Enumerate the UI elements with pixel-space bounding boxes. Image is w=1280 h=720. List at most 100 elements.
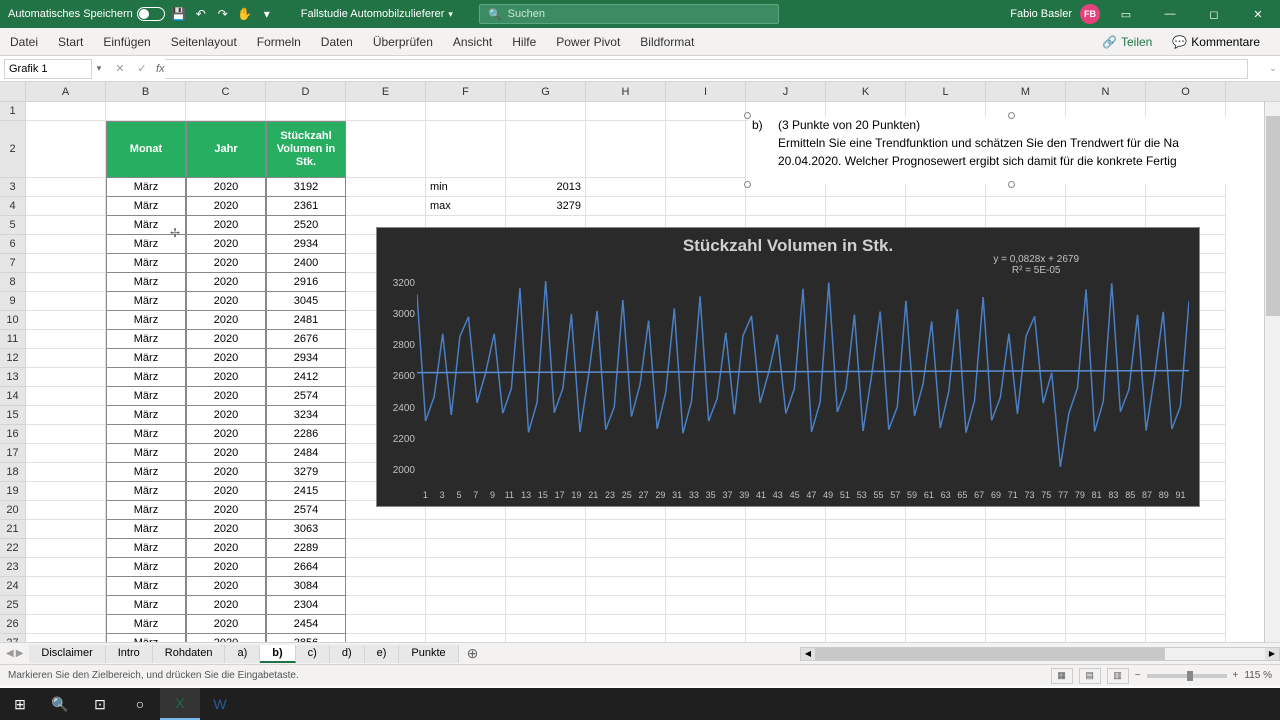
ribbon-tab-ansicht[interactable]: Ansicht (443, 28, 502, 55)
column-header[interactable]: C (186, 82, 266, 101)
cell[interactable]: Stückzahl Volumen in Stk. (266, 121, 346, 178)
cell[interactable]: 3045 (266, 292, 346, 311)
cell[interactable] (666, 197, 746, 216)
view-layout-icon[interactable]: ▤ (1079, 668, 1101, 684)
selection-handle[interactable] (1008, 112, 1015, 119)
cell[interactable] (1066, 197, 1146, 216)
column-header[interactable]: F (426, 82, 506, 101)
cell[interactable]: 2020 (186, 273, 266, 292)
zoom-in-button[interactable]: + (1233, 670, 1239, 681)
cell[interactable] (1146, 634, 1226, 642)
cell[interactable] (826, 558, 906, 577)
cell[interactable] (586, 197, 666, 216)
row-header[interactable]: 14 (0, 387, 26, 406)
minimize-button[interactable]: — (1152, 0, 1188, 28)
cell[interactable] (906, 558, 986, 577)
cell[interactable] (586, 577, 666, 596)
sheet-tab[interactable]: d) (330, 645, 365, 663)
cell[interactable]: 3192 (266, 178, 346, 197)
cell[interactable] (346, 197, 426, 216)
cell[interactable] (506, 577, 586, 596)
ribbon-mode-icon[interactable]: ▭ (1108, 0, 1144, 28)
cell[interactable] (1066, 634, 1146, 642)
search-input[interactable] (508, 8, 770, 20)
row-header[interactable]: 11 (0, 330, 26, 349)
start-button[interactable]: ⊞ (0, 688, 40, 720)
sheet-tab[interactable]: Punkte (399, 645, 458, 663)
row-header[interactable]: 24 (0, 577, 26, 596)
cell[interactable] (586, 178, 666, 197)
maximize-button[interactable]: ◻ (1196, 0, 1232, 28)
cell[interactable]: 2020 (186, 615, 266, 634)
cell[interactable] (666, 102, 746, 121)
cell[interactable] (906, 539, 986, 558)
cell[interactable] (26, 501, 106, 520)
cell[interactable] (586, 596, 666, 615)
cell[interactable]: 2520 (266, 216, 346, 235)
cell[interactable]: März (106, 634, 186, 642)
cell[interactable]: März (106, 387, 186, 406)
cell[interactable]: März (106, 615, 186, 634)
taskview-icon[interactable]: ⊡ (80, 688, 120, 720)
cell[interactable]: 2020 (186, 634, 266, 642)
row-header[interactable]: 20 (0, 501, 26, 520)
cell[interactable] (26, 235, 106, 254)
row-header[interactable]: 8 (0, 273, 26, 292)
view-pagebreak-icon[interactable]: ▥ (1107, 668, 1129, 684)
row-header[interactable]: 19 (0, 482, 26, 501)
cell[interactable] (26, 254, 106, 273)
cell[interactable] (346, 558, 426, 577)
cell[interactable] (26, 121, 106, 178)
cell[interactable] (826, 197, 906, 216)
cell[interactable] (346, 121, 426, 178)
cell[interactable]: März (106, 406, 186, 425)
cell[interactable]: 2020 (186, 501, 266, 520)
cell[interactable]: 2020 (186, 577, 266, 596)
cell[interactable]: 2020 (186, 406, 266, 425)
cell[interactable] (586, 634, 666, 642)
comments-button[interactable]: 💬 Kommentare (1164, 33, 1268, 51)
cell[interactable] (986, 596, 1066, 615)
cell[interactable] (986, 197, 1066, 216)
cell[interactable] (1066, 596, 1146, 615)
cell[interactable]: 3279 (266, 463, 346, 482)
cell[interactable] (666, 615, 746, 634)
cell[interactable] (586, 121, 666, 178)
sheet-tab[interactable]: a) (225, 645, 260, 663)
cell[interactable]: 2574 (266, 387, 346, 406)
cell[interactable] (426, 102, 506, 121)
cell[interactable] (986, 558, 1066, 577)
sheet-tab[interactable]: c) (296, 645, 330, 663)
column-header[interactable]: G (506, 82, 586, 101)
cell[interactable]: 2020 (186, 387, 266, 406)
cell[interactable] (346, 596, 426, 615)
cell[interactable] (986, 615, 1066, 634)
cell[interactable]: 2020 (186, 539, 266, 558)
zoom-slider[interactable] (1147, 674, 1227, 678)
cell[interactable] (346, 634, 426, 642)
cell[interactable]: 2484 (266, 444, 346, 463)
cell[interactable] (826, 520, 906, 539)
row-header[interactable]: 21 (0, 520, 26, 539)
cell[interactable] (666, 520, 746, 539)
column-header[interactable]: L (906, 82, 986, 101)
cell[interactable] (666, 596, 746, 615)
cell[interactable] (26, 368, 106, 387)
cell[interactable] (186, 102, 266, 121)
cell[interactable] (666, 539, 746, 558)
cell[interactable]: 2856 (266, 634, 346, 642)
column-header[interactable]: K (826, 82, 906, 101)
row-header[interactable]: 18 (0, 463, 26, 482)
row-header[interactable]: 1 (0, 102, 26, 121)
accept-formula-icon[interactable]: ✓ (132, 59, 152, 79)
cell[interactable] (746, 539, 826, 558)
cell[interactable] (1066, 539, 1146, 558)
cell[interactable]: 2361 (266, 197, 346, 216)
ribbon-tab-seitenlayout[interactable]: Seitenlayout (161, 28, 247, 55)
cell[interactable] (986, 577, 1066, 596)
undo-icon[interactable]: ↶ (193, 6, 209, 22)
cell[interactable] (26, 197, 106, 216)
cell[interactable] (1066, 615, 1146, 634)
cell[interactable] (426, 539, 506, 558)
sheet-tab[interactable]: b) (260, 645, 295, 663)
